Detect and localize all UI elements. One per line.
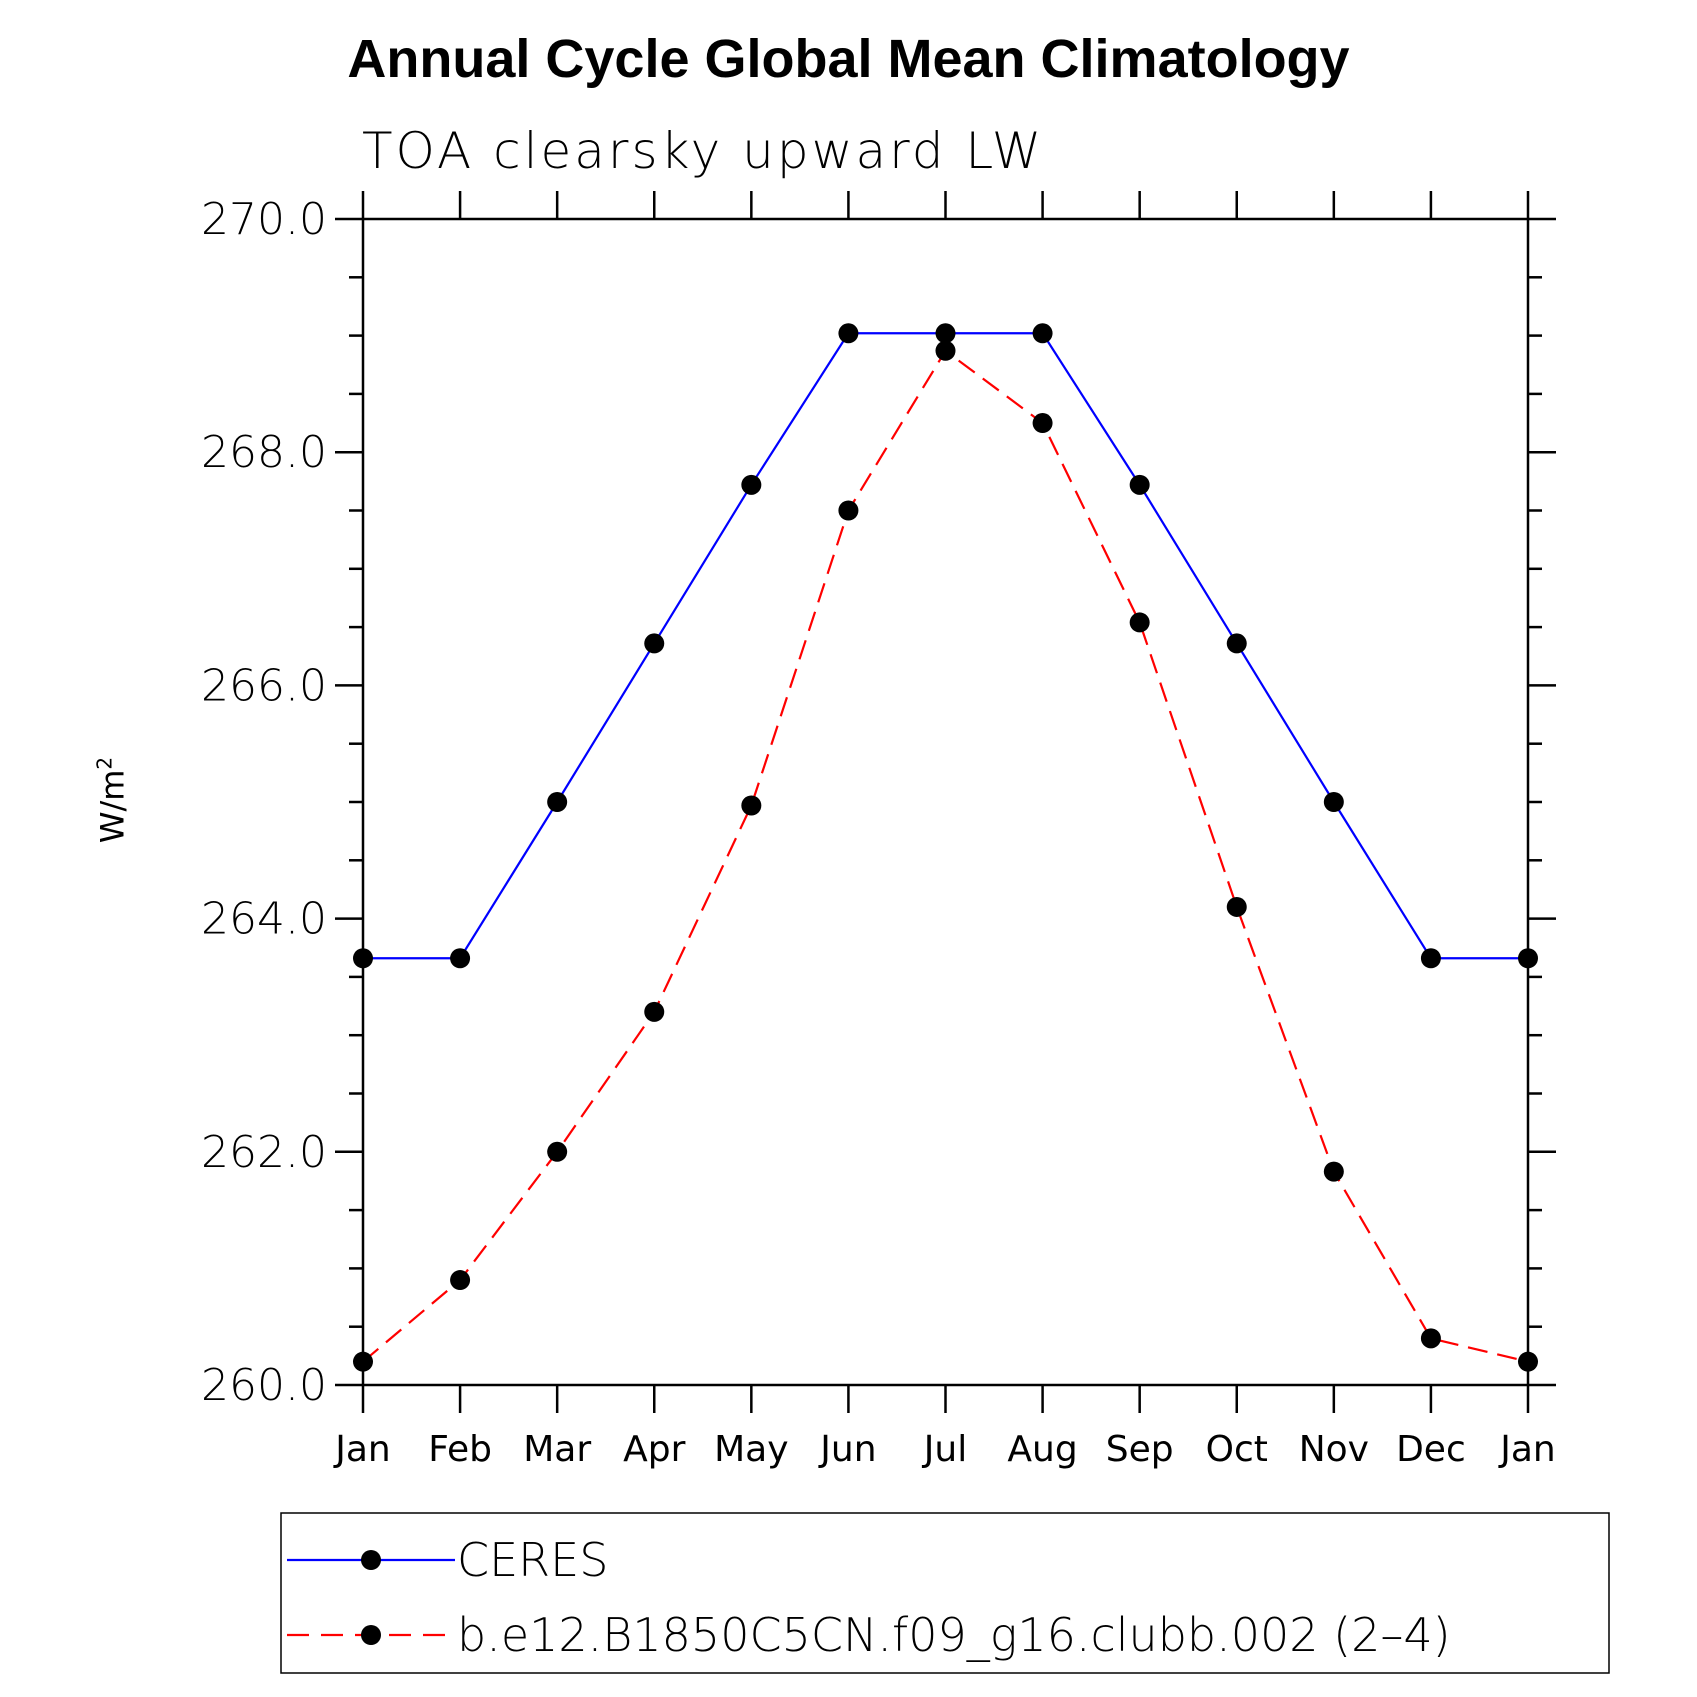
series-1-point [450,1270,471,1291]
series-0-point [1323,792,1344,812]
x-tick-label: Dec [1396,1429,1466,1470]
series-1-point [547,1141,568,1162]
x-tick-label: Feb [428,1429,492,1470]
series-0-point [644,633,665,654]
chart-title: Annual Cycle Global Mean Climatology [347,29,1350,89]
y-tick-label: 266.0 [201,660,327,711]
legend-marker-0 [361,1550,381,1570]
x-tick-label: May [714,1429,788,1470]
y-tick-label: 262.0 [201,1127,327,1178]
x-tick-label: Mar [523,1429,591,1470]
series-0-point [1518,948,1538,969]
series-line-1 [362,349,1529,1363]
series-1-point [1518,1351,1538,1372]
series-0-point [353,948,373,969]
series-1-point [1323,1161,1344,1182]
series-0-point [450,948,471,969]
legend-label: CERES [457,1533,608,1587]
series-0-point [935,323,956,344]
legend-box [280,1512,1610,1674]
y-tick-label: 260.0 [201,1360,327,1411]
series-1-point [741,795,762,816]
y-tick-label: 270.0 [201,194,327,245]
plot-frame [361,217,1530,1387]
y-tick-label: 268.0 [201,427,327,478]
series-1-point [1032,413,1053,434]
x-tick-label: Jan [1498,1429,1556,1470]
x-tick-label: Sep [1106,1429,1174,1470]
series-1-point [1226,896,1247,917]
x-tick-label: Jul [922,1429,967,1470]
series-1-point [838,500,859,521]
legend-label: b.e12.B1850C5CN.f09_g16.clubb.002 (2–4) [457,1608,1451,1662]
series-1-point [1420,1328,1441,1349]
x-tick-label: Oct [1206,1429,1268,1470]
series-line-0 [363,332,1528,960]
series-0-point [838,323,859,344]
series-0-point [1032,323,1053,344]
y-tick-label: 264.0 [201,894,327,945]
x-tick-label: Jan [333,1429,391,1470]
x-tick-label: Aug [1007,1429,1077,1470]
series-0-point [1129,474,1150,495]
legend-marker-1 [361,1625,381,1645]
series-0-point [1420,948,1441,969]
series-1-point [353,1351,373,1372]
series-0-point [741,474,762,495]
series-1-point [935,340,956,361]
x-tick-label: Nov [1299,1429,1369,1470]
series-0-point [1226,633,1247,654]
series-1-point [644,1001,665,1022]
x-tick-label: Apr [623,1429,685,1470]
series-1-point [1129,612,1150,633]
series-0-point [547,792,568,812]
chart-subtitle: TOA clearsky upward LW [362,122,1045,180]
x-tick-label: Jun [818,1429,876,1470]
